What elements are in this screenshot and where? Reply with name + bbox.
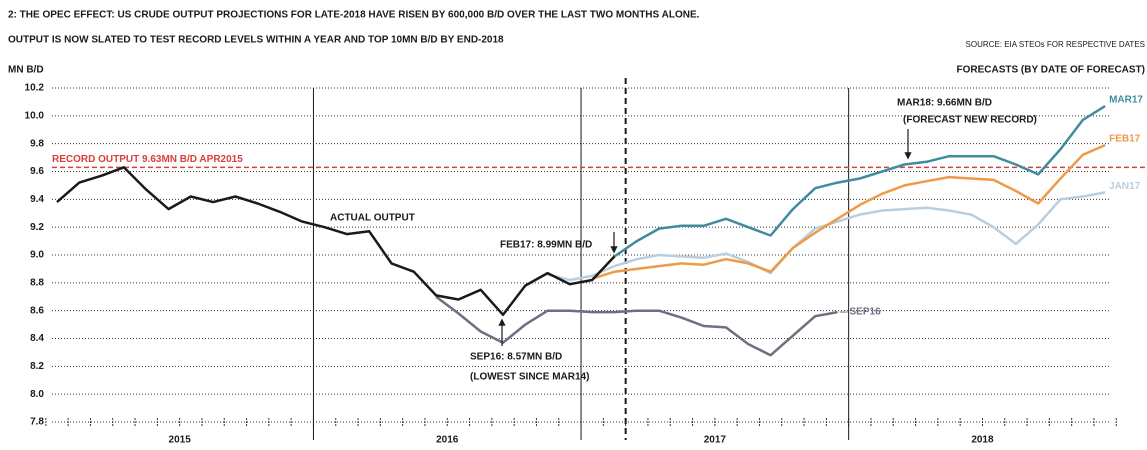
y-tick-label: 9.6 (30, 166, 44, 177)
x-tick-label: 2017 (704, 435, 727, 446)
y-tick-label: 9.2 (30, 222, 44, 233)
series-label: SEP16 (850, 307, 882, 318)
x-tick-label: 2015 (169, 435, 192, 446)
y-tick-label: 7.8 (30, 417, 44, 428)
y-tick-label: 9.0 (30, 250, 44, 261)
y-axis-label: MN B/D (8, 65, 44, 76)
y-tick-label: 8.8 (30, 277, 44, 288)
record-label: RECORD OUTPUT 9.63MN B/D APR2015 (52, 154, 243, 165)
series-line (56, 166, 616, 317)
y-tick-label: 8.6 (30, 305, 44, 316)
source: SOURCE: EIA STEOs FOR RESPECTIVE DATES (966, 40, 1145, 49)
y-tick-label: 9.4 (30, 194, 44, 205)
series-line (547, 191, 1106, 282)
x-tick-label: 2016 (436, 435, 459, 446)
annotation: SEP16: 8.57MN B/D (470, 352, 562, 363)
series-line (591, 143, 1106, 280)
series-label: MAR17 (1109, 95, 1143, 106)
x-tick-label: 2018 (971, 435, 994, 446)
y-tick-label: 8.4 (30, 333, 44, 344)
series-line (435, 295, 838, 357)
annotation: (FORECAST NEW RECORD) (903, 115, 1037, 126)
y-tick-label: 9.8 (30, 138, 44, 149)
y-tick-label: 10.0 (25, 110, 45, 121)
chart-subtitle: OUTPUT IS NOW SLATED TO TEST RECORD LEVE… (8, 35, 504, 46)
series-label: ACTUAL OUTPUT (330, 213, 415, 224)
y-tick-label: 10.2 (25, 83, 45, 94)
series-label: JAN17 (1109, 181, 1141, 192)
chart-title: 2: THE OPEC EFFECT: US CRUDE OUTPUT PROJ… (8, 10, 700, 21)
series-label: FEB17 (1109, 134, 1141, 145)
legend-title: FORECASTS (BY DATE OF FORECAST) (956, 65, 1145, 76)
annotation: MAR18: 9.66MN B/D (897, 98, 992, 109)
y-tick-label: 8.2 (30, 361, 44, 372)
y-tick-label: 8.0 (30, 389, 44, 400)
series-line (613, 105, 1106, 258)
annotation: (LOWEST SINCE MAR14) (470, 372, 589, 383)
annotation: FEB17: 8.99MN B/D (500, 240, 592, 251)
